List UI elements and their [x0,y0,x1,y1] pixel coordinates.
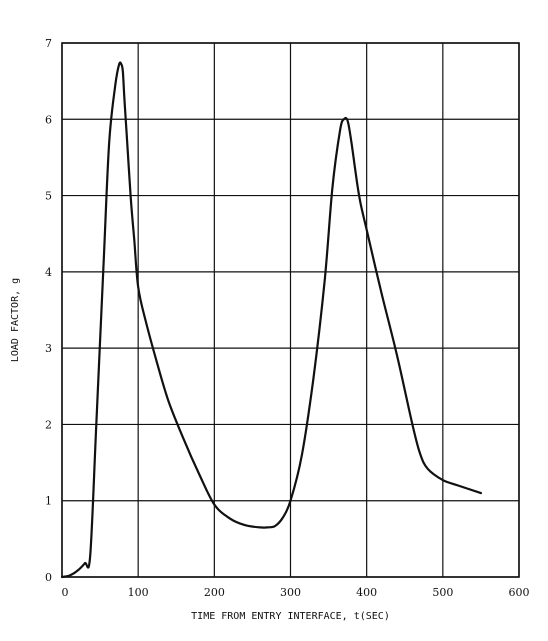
x-tick-label: 400 [356,586,377,599]
y-tick-label: 3 [45,342,52,355]
x-tick-labels: 0 100 200 300 400 500 600 [62,586,530,599]
y-tick-label: 6 [45,113,52,126]
series-layer [60,61,482,579]
y-tick-label: 7 [45,37,52,50]
y-tick-label: 2 [45,418,52,431]
y-tick-label: 5 [45,190,52,203]
x-tick-label: 100 [128,586,149,599]
y-tick-label: 1 [45,495,52,508]
plot-frame [61,42,520,578]
y-tick-labels: 0 1 2 3 4 5 6 7 [45,37,52,584]
x-tick-label: 0 [62,586,69,599]
grid [61,42,520,578]
x-tick-label: 300 [280,586,301,599]
x-tick-label: 600 [509,586,530,599]
y-tick-label: 0 [45,571,52,584]
y-tick-label: 4 [45,266,52,279]
x-tick-label: 500 [432,586,453,599]
x-axis-label: TIME FROM ENTRY INTERFACE, t(SEC) [191,611,390,622]
y-axis-label: LOAD FACTOR, g [10,278,21,362]
load-factor-curve [60,61,482,579]
x-tick-label: 200 [204,586,225,599]
